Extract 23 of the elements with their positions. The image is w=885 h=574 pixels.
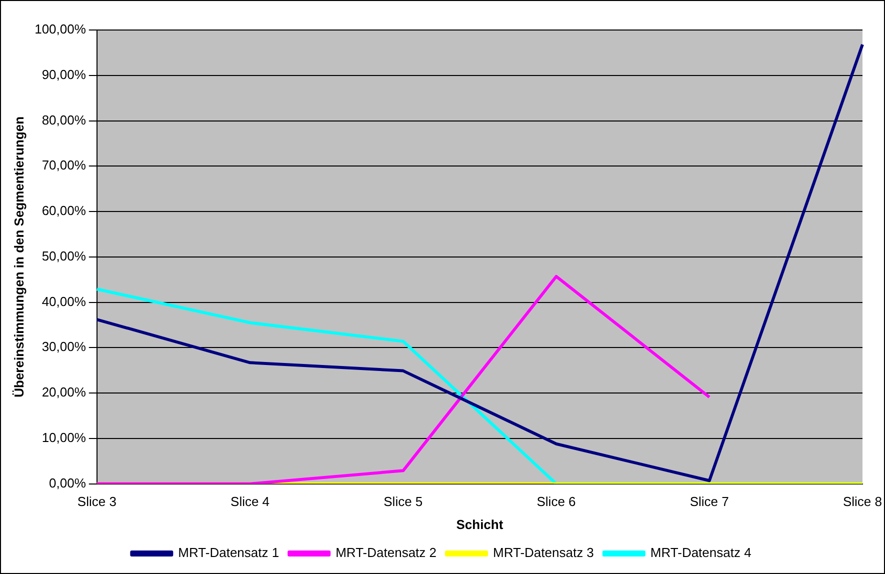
x-tick-label: Slice 4 [230, 494, 270, 510]
y-tick-label: 10,00% [42, 430, 86, 445]
legend-label: MRT-Datensatz 3 [493, 545, 594, 560]
y-axis-title: Übereinstimmungen in den Segmentierungen [11, 116, 26, 398]
x-tick-label: Slice 8 [842, 494, 882, 510]
y-tick-label: 20,00% [42, 384, 86, 400]
x-tick-label: Slice 6 [536, 494, 576, 510]
y-tick-label: 60,00% [42, 203, 86, 218]
x-tick-label: Slice 5 [384, 494, 423, 510]
y-tick-label: 30,00% [42, 339, 86, 354]
y-tick-label: 40,00% [42, 294, 86, 309]
y-tick-label: 70,00% [42, 158, 86, 173]
y-tick-label: 100,00% [34, 22, 86, 37]
x-tick-label: Slice 7 [690, 494, 729, 510]
y-tick-label: 80,00% [42, 112, 86, 128]
legend-label: MRT-Datensatz 1 [178, 545, 280, 560]
y-tick-label: 90,00% [42, 66, 86, 82]
y-tick-label: 50,00% [42, 248, 86, 264]
legend-label: MRT-Datensatz 2 [336, 545, 437, 560]
x-axis-title: Schicht [456, 516, 504, 532]
x-tick-label: Slice 3 [77, 494, 116, 510]
legend-label: MRT-Datensatz 4 [650, 545, 752, 560]
y-tick-label: 0,00% [49, 475, 86, 490]
